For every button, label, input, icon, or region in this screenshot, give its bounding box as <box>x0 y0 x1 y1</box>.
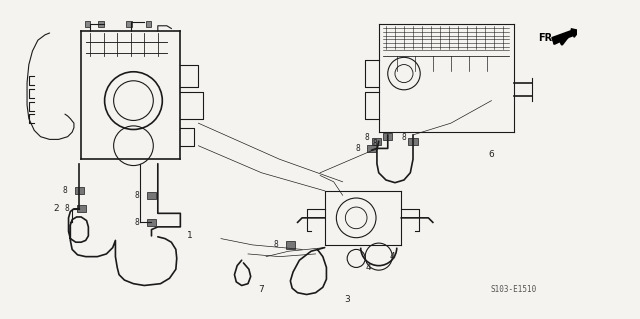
Bar <box>146 21 152 27</box>
Bar <box>126 21 132 27</box>
Bar <box>367 145 376 152</box>
Text: 8: 8 <box>273 241 278 249</box>
Text: 4: 4 <box>365 263 371 272</box>
Bar <box>408 137 417 145</box>
Bar <box>372 137 381 145</box>
Bar <box>147 192 156 199</box>
Text: 8: 8 <box>372 138 377 147</box>
Text: 8: 8 <box>402 133 406 142</box>
Bar <box>84 21 90 27</box>
Text: S103-E1510: S103-E1510 <box>491 286 537 294</box>
Bar <box>77 205 86 212</box>
Text: 8: 8 <box>65 204 69 213</box>
FancyArrow shape <box>552 29 579 43</box>
Text: 8: 8 <box>356 144 361 153</box>
Text: 8: 8 <box>365 133 370 142</box>
Text: 4: 4 <box>390 252 395 261</box>
Text: 6: 6 <box>488 150 494 159</box>
Text: 8: 8 <box>63 186 67 195</box>
Bar <box>147 219 156 226</box>
Bar <box>286 241 295 249</box>
Text: 2: 2 <box>53 204 59 213</box>
Bar <box>99 21 104 27</box>
Bar <box>383 133 392 140</box>
Text: 1: 1 <box>186 231 192 241</box>
Text: 8: 8 <box>134 218 140 227</box>
Bar <box>75 187 84 194</box>
Text: 8: 8 <box>134 191 140 200</box>
Text: FR.: FR. <box>538 33 556 42</box>
Text: 7: 7 <box>259 286 264 294</box>
Text: 3: 3 <box>344 294 350 303</box>
